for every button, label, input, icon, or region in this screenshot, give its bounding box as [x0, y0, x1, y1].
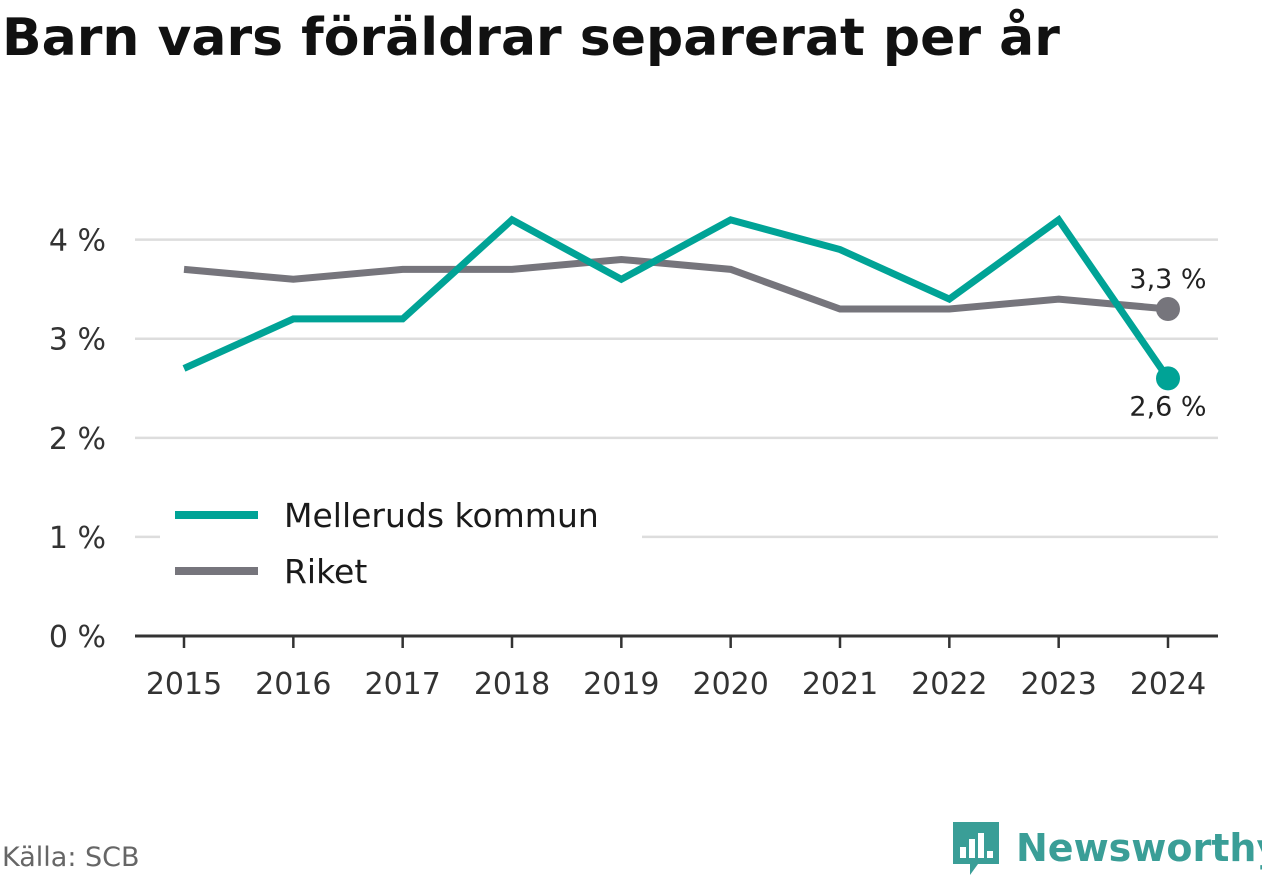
series-line	[183, 255, 1169, 313]
end-point-marker	[1156, 297, 1180, 321]
y-axis-labels: 0 % 1 % 2 % 3 % 4 %	[49, 224, 106, 655]
y-tick-label: 4 %	[49, 224, 106, 259]
legend-label: Melleruds kommun	[284, 496, 599, 535]
x-tick-label: 2017	[364, 667, 440, 702]
end-markers: 3,3 % 2,6 %	[1129, 264, 1206, 422]
legend: Melleruds kommun Riket	[160, 490, 642, 600]
end-value-label: 2,6 %	[1129, 391, 1206, 422]
x-tick-label: 2019	[583, 667, 659, 702]
end-point-marker	[1156, 366, 1180, 391]
y-tick-label: 3 %	[49, 323, 106, 358]
brand-name: Newsworthy	[1016, 826, 1262, 870]
legend-label: Riket	[284, 552, 367, 591]
y-tick-label: 2 %	[49, 422, 106, 457]
x-tick-label: 2021	[802, 667, 878, 702]
x-tick-label: 2016	[255, 667, 331, 702]
series-lines	[182, 214, 1171, 381]
y-tick-label: 1 %	[49, 521, 106, 556]
x-tick-label: 2018	[474, 667, 550, 702]
source-note: Källa: SCB	[2, 842, 140, 873]
x-tick-label: 2015	[146, 667, 222, 702]
y-tick-label: 0 %	[49, 620, 106, 655]
legend-background	[160, 490, 642, 600]
newsworthy-logo-icon	[953, 822, 999, 875]
chart-title: Barn vars föräldrar separerat per år	[2, 8, 1060, 68]
x-tick-label: 2022	[911, 667, 987, 702]
x-tick-label: 2024	[1130, 667, 1206, 702]
x-tick-label: 2020	[692, 667, 768, 702]
series-line	[182, 214, 1171, 381]
x-tick-label: 2023	[1020, 667, 1096, 702]
x-axis: 2015 2016 2017 2018 2019 2020 2021 2022 2023 2024	[135, 634, 1218, 702]
end-value-label: 3,3 %	[1129, 264, 1206, 295]
brand-logo: Newsworthy	[950, 818, 1262, 878]
